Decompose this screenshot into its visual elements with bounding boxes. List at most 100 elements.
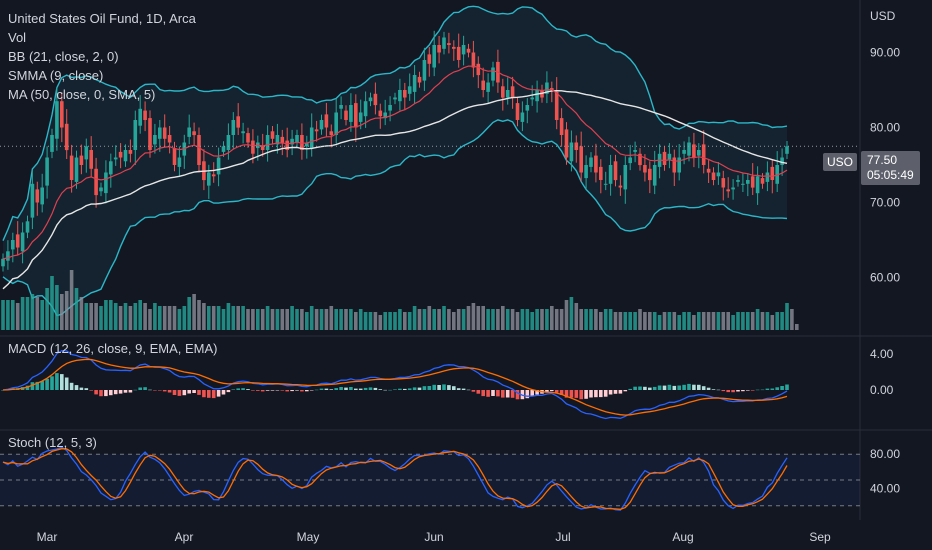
candle-body xyxy=(148,118,152,150)
volume-bar xyxy=(520,309,525,330)
macd-histogram-bar xyxy=(251,390,255,391)
macd-histogram-bar xyxy=(84,388,89,390)
macd-histogram-bar xyxy=(550,390,554,392)
indicator-vol[interactable]: Vol xyxy=(8,30,27,45)
candle-body xyxy=(388,105,392,111)
indicator-ma[interactable]: MA (50, close, 0, SMA, 5) xyxy=(8,87,156,102)
macd-histogram-bar xyxy=(746,390,750,391)
moving-averages xyxy=(0,65,860,290)
candle-body xyxy=(260,146,265,150)
macd-histogram-bar xyxy=(236,388,240,390)
volume-bar xyxy=(476,306,481,330)
candle-body xyxy=(628,157,632,164)
macd-histogram-bar xyxy=(393,389,397,390)
volume-bar xyxy=(496,309,500,330)
volume-bar xyxy=(295,309,299,330)
candle-body xyxy=(290,138,294,145)
candle-body xyxy=(559,118,564,135)
candle-body xyxy=(363,101,368,117)
stoch-label[interactable]: Stoch (12, 5, 3) xyxy=(8,435,97,450)
volume-bar xyxy=(540,309,544,330)
macd-histogram-bar xyxy=(275,390,280,391)
macd-scale-tick: 0.00 xyxy=(870,383,894,397)
volume-bar xyxy=(231,306,236,330)
candle-body xyxy=(40,187,44,205)
candle-body xyxy=(403,90,407,98)
macd-histogram-bar xyxy=(437,385,441,390)
macd-histogram-bar xyxy=(305,390,309,392)
volume-bar xyxy=(329,306,334,330)
macd-histogram-bar xyxy=(79,387,84,390)
macd-histogram-bar xyxy=(706,387,711,390)
volume-bar xyxy=(505,309,510,330)
indicator-smma[interactable]: SMMA (9, close) xyxy=(8,68,104,83)
volume-bar xyxy=(349,309,353,330)
macd-histogram-bar xyxy=(221,390,226,395)
volume-bar xyxy=(447,309,451,330)
volume-bar xyxy=(50,276,54,330)
macd-histogram-bar xyxy=(554,390,559,393)
volume-bar xyxy=(716,312,721,330)
candle-body xyxy=(525,105,530,111)
macd-histogram-bar xyxy=(344,387,348,390)
volume-bar xyxy=(246,309,250,330)
candle-body xyxy=(594,155,598,173)
volume-bar xyxy=(554,309,559,330)
candle-body xyxy=(319,120,324,130)
macd-histogram-bar xyxy=(148,389,152,391)
macd-histogram-bar xyxy=(726,390,730,393)
candle-body xyxy=(515,103,520,120)
volume-bar xyxy=(643,312,647,330)
volume-bar xyxy=(305,312,309,330)
volume-bar xyxy=(682,312,686,330)
candlesticks xyxy=(1,30,789,272)
macd-histogram-bar xyxy=(334,388,338,390)
volume-bar xyxy=(657,315,662,330)
candle-body xyxy=(50,135,54,152)
macd-histogram-bar xyxy=(60,374,64,390)
indicator-bb[interactable]: BB (21, close, 2, 0) xyxy=(8,49,119,64)
volume-bar xyxy=(574,303,579,330)
macd-histogram-bar xyxy=(452,386,456,390)
candle-body xyxy=(74,157,79,182)
candle-body xyxy=(109,161,113,175)
volume-bar xyxy=(113,303,118,330)
stoch-pane xyxy=(0,446,860,511)
macd-histogram-bar xyxy=(682,384,686,390)
macd-histogram-bar xyxy=(295,390,299,391)
candle-body xyxy=(736,180,740,182)
candle-body xyxy=(30,183,35,218)
volume-bar xyxy=(109,300,113,330)
volume-bar xyxy=(638,309,642,330)
volume-bar xyxy=(510,309,515,330)
volume-bar xyxy=(599,312,603,330)
bollinger-bands xyxy=(2,5,788,317)
volume-bar xyxy=(319,309,324,330)
chart-title[interactable]: United States Oil Fund, 1D, Arca xyxy=(8,11,196,26)
candle-body xyxy=(398,90,402,102)
macd-histogram-bar xyxy=(535,390,539,395)
candle-body xyxy=(128,150,133,154)
candle-body xyxy=(265,135,270,150)
candle-body xyxy=(84,146,89,160)
candle-body xyxy=(99,187,103,192)
volume-bar xyxy=(260,309,265,330)
volume-bar xyxy=(339,309,343,330)
macd-histogram-bar xyxy=(162,390,167,392)
macd-label[interactable]: MACD (12, 26, close, 9, EMA, EMA) xyxy=(8,341,218,356)
ma-line xyxy=(2,89,788,290)
price-scale-tick: 70.00 xyxy=(870,196,900,210)
volume-bar xyxy=(30,294,35,330)
candle-body xyxy=(20,232,25,252)
candle-body xyxy=(716,172,721,177)
macd-histogram-bar xyxy=(476,390,481,394)
candle-body xyxy=(447,43,451,45)
time-axis-tick: Jun xyxy=(424,530,443,544)
volume-bar xyxy=(452,312,456,330)
macd-histogram-bar xyxy=(35,381,40,390)
macd-histogram-bar xyxy=(432,384,436,390)
volume-bar xyxy=(1,300,5,330)
macd-scale-tick: 4.00 xyxy=(870,347,894,361)
macd-histogram-bar xyxy=(177,390,182,396)
